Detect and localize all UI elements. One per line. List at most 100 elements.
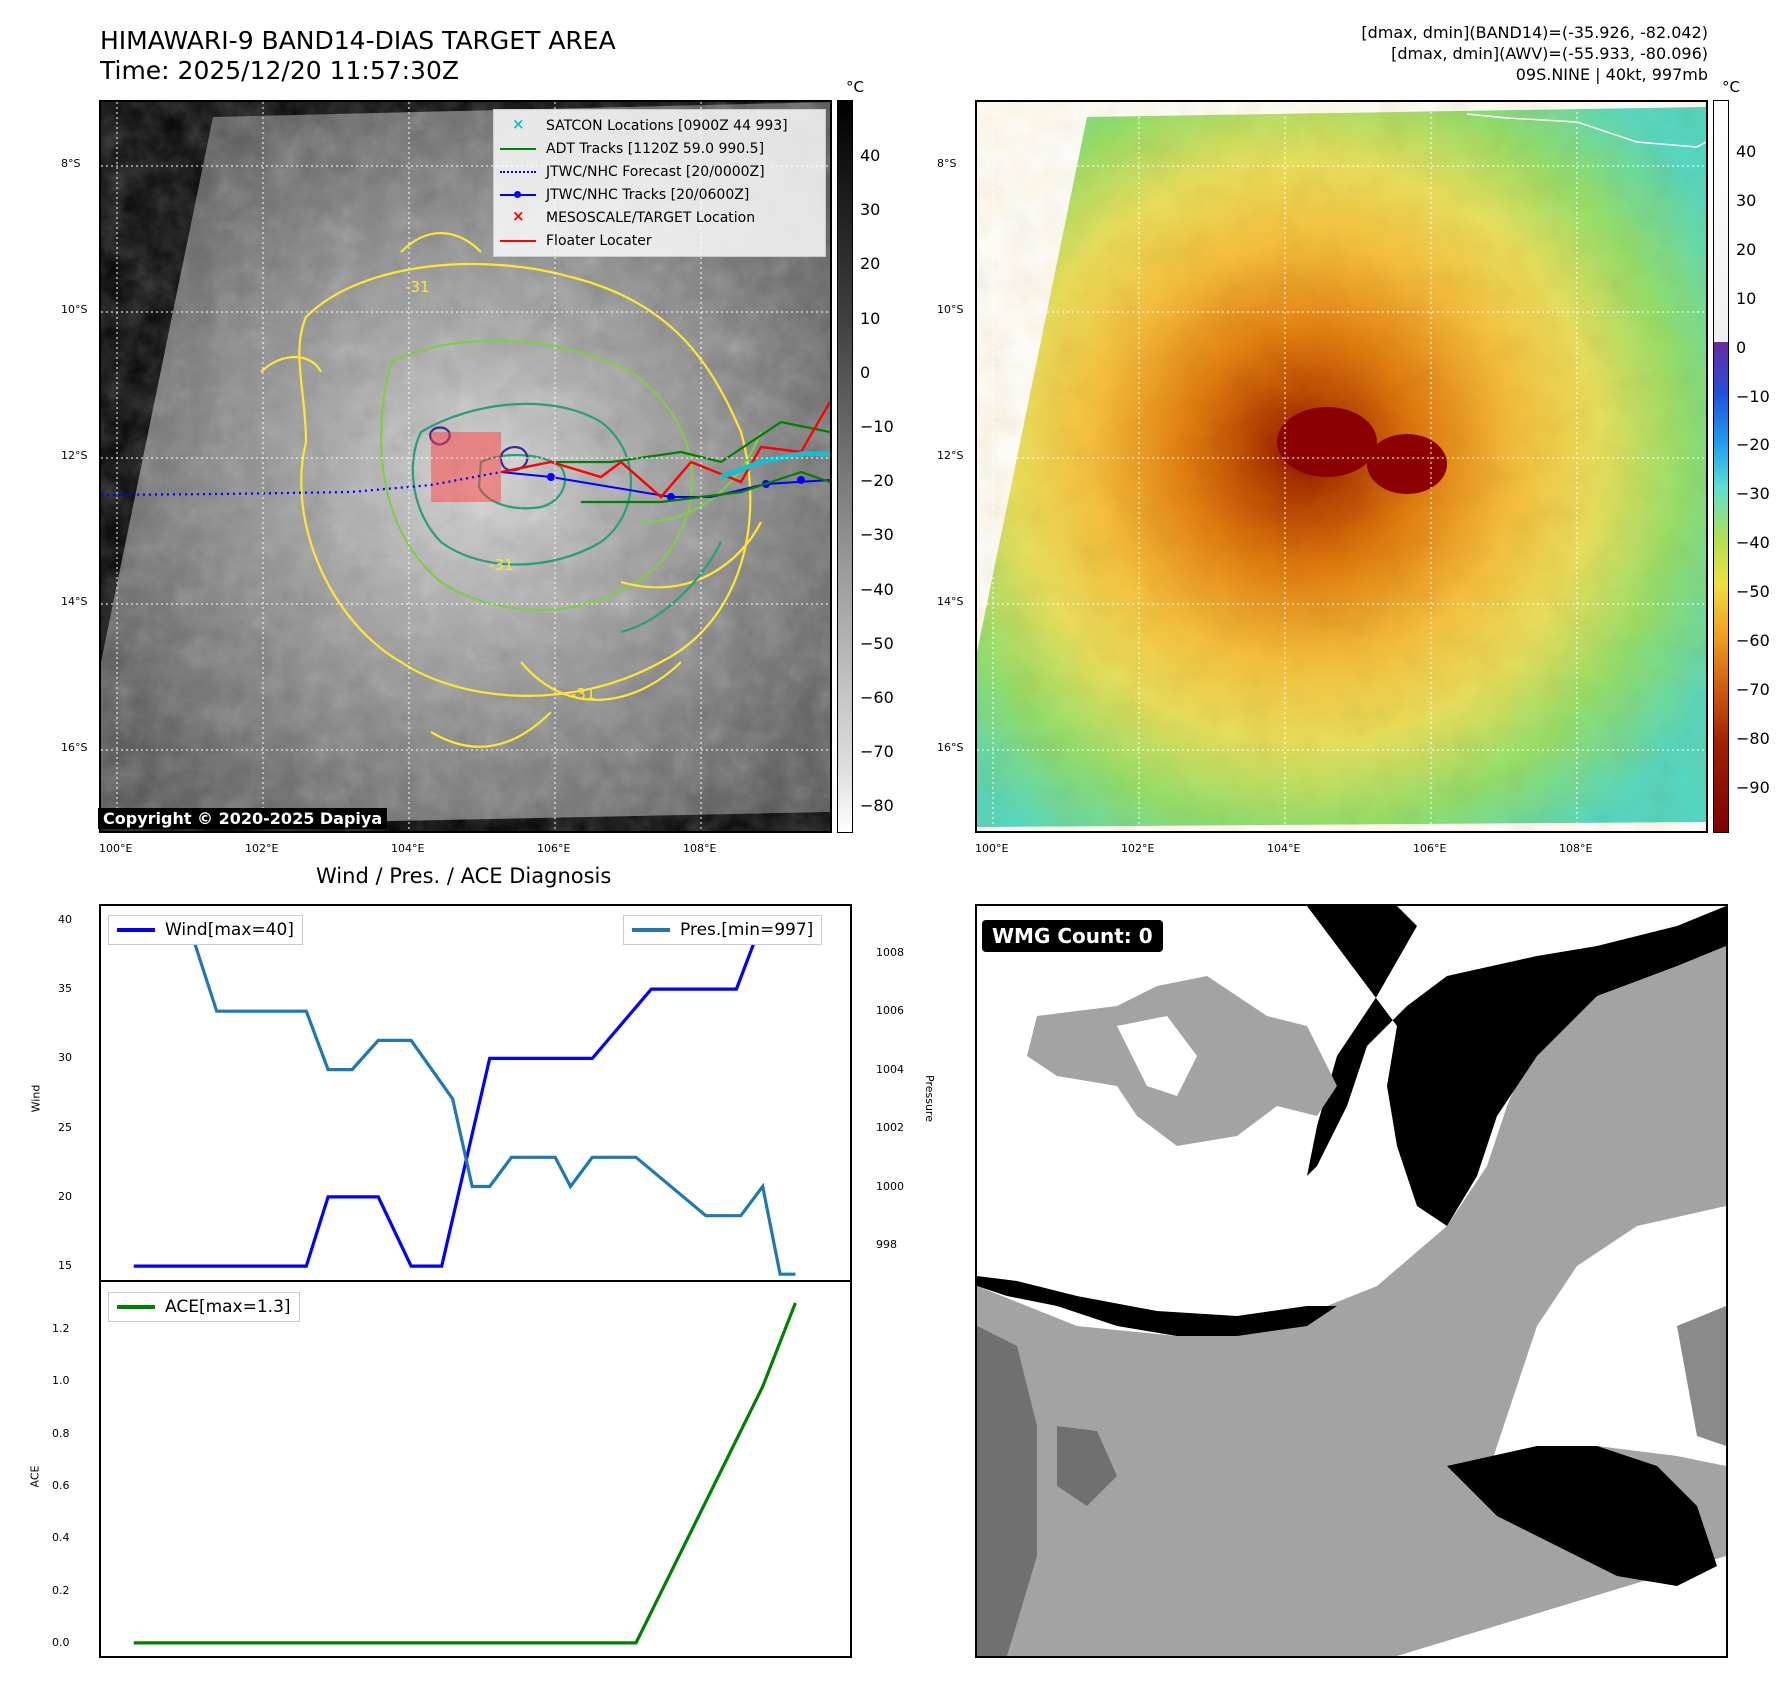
- ir-colorbar-tick: 20: [860, 254, 881, 274]
- legend-mesoscale: × MESOSCALE/TARGET Location: [500, 206, 819, 229]
- red-x-icon: ×: [512, 206, 525, 225]
- ace-legend: ACE[max=1.3]: [108, 1292, 300, 1322]
- lat-tick-label: 12°S: [61, 449, 88, 462]
- lat-tick-label: 14°S: [937, 595, 964, 608]
- coastline: [1466, 113, 1706, 148]
- ir-map-image: -31 -31 -31: [101, 102, 830, 831]
- legend-label: SATCON Locations [0900Z 44 993]: [546, 117, 788, 134]
- ir-colorbar: [837, 100, 853, 833]
- lat-tick-label: 8°S: [61, 157, 81, 170]
- pressure-tick-label: 1006: [876, 1004, 904, 1018]
- awv-colorbar-tick: −40: [1736, 533, 1770, 553]
- line-icon: [500, 234, 536, 248]
- ace-plot: [133, 1302, 797, 1645]
- ace-legend-line-icon: [117, 1305, 155, 1309]
- ace-tick-label: 0.2: [52, 1583, 70, 1597]
- lon-tick-label: 100°E: [975, 842, 1009, 855]
- pressure-tick-label: 998: [876, 1237, 897, 1251]
- pressure-axis-label: Pressure: [922, 1075, 936, 1122]
- pressure-legend-line-icon: [632, 928, 670, 932]
- line-dot-icon: [500, 188, 536, 202]
- ir-colorbar-tick: −70: [860, 742, 894, 762]
- wmg-panel: [975, 904, 1728, 1658]
- pressure-tick-label: 1004: [876, 1062, 904, 1076]
- lon-tick-label: 106°E: [1413, 842, 1447, 855]
- mesoscale-target-box: [431, 432, 501, 502]
- pressure-tick-label: 1008: [876, 945, 904, 959]
- awv-colorbar-tick: 40: [1736, 142, 1757, 161]
- line-icon: [500, 142, 536, 156]
- title-line-2: Time: 2025/12/20 11:57:30Z: [100, 56, 459, 85]
- lon-tick-label: 104°E: [1267, 842, 1301, 855]
- wmg-darkgray-left: [977, 1326, 1037, 1656]
- wind-pressure-panel: [99, 904, 852, 1282]
- lat-tick-label: 14°S: [61, 595, 88, 608]
- adt-track-2: [581, 470, 830, 504]
- lat-tick-label: 10°S: [61, 303, 88, 316]
- awv-colorbar-unit: °C: [1722, 78, 1740, 96]
- wind-tick-label: 40: [58, 912, 72, 926]
- title-line-1: HIMAWARI-9 BAND14-DIAS TARGET AREA: [100, 26, 616, 55]
- awv-colorbar-tick: −20: [1736, 435, 1770, 455]
- lon-tick-label: 100°E: [99, 842, 133, 855]
- ir-colorbar-tick: 30: [860, 200, 881, 220]
- awv-colorbar-tick: −30: [1736, 484, 1770, 504]
- contour-label-2: -31: [489, 556, 514, 574]
- lat-tick-label: 10°S: [937, 303, 964, 316]
- lon-tick-label: 102°E: [1121, 842, 1155, 855]
- awv-map-panel: [975, 100, 1708, 833]
- wind-legend: Wind[max=40]: [108, 915, 303, 945]
- legend-label: ADT Tracks [1120Z 59.0 990.5]: [546, 140, 765, 157]
- lat-tick-label: 8°S: [937, 157, 957, 170]
- legend-label: Floater Locater: [546, 232, 652, 249]
- lon-tick-label: 106°E: [537, 842, 571, 855]
- awv-map-image: [977, 102, 1706, 831]
- pressure-legend: Pres.[min=997]: [623, 915, 823, 945]
- ir-colorbar-tick: 10: [860, 308, 881, 328]
- wind-tick-label: 35: [58, 982, 72, 996]
- awv-colorbar: [1713, 100, 1729, 833]
- contour-label-3: -31: [571, 685, 596, 703]
- awv-colorbar-tick: −60: [1736, 631, 1770, 650]
- lon-tick-label: 102°E: [245, 842, 279, 855]
- awv-colorbar-tick: −80: [1736, 728, 1770, 748]
- ace-tick-label: 0.6: [52, 1479, 70, 1492]
- ir-colorbar-tick: −80: [860, 796, 894, 816]
- wmg-count-badge: WMG Count: 0: [982, 920, 1163, 952]
- awv-colorbar-tick: −70: [1736, 679, 1770, 699]
- lat-tick-label: 16°S: [937, 741, 964, 754]
- info-line-3: 09S.NINE | 40kt, 997mb: [1515, 65, 1708, 84]
- legend-adt: ADT Tracks [1120Z 59.0 990.5]: [500, 137, 819, 160]
- ir-colorbar-tick: −20: [860, 471, 894, 491]
- wmg-darkgray-right: [1677, 1306, 1726, 1446]
- lon-tick-label: 104°E: [391, 842, 425, 855]
- wind-axis-label: Wind: [29, 1084, 43, 1113]
- ir-colorbar-unit: °C: [846, 78, 864, 96]
- legend-label: JTWC/NHC Forecast [20/0000Z]: [546, 163, 765, 180]
- ir-colorbar-tick: 0: [860, 362, 871, 382]
- ace-series-line: [133, 1302, 797, 1645]
- pressure-legend-label: Pres.[min=997]: [680, 920, 814, 940]
- ace-tick-label: 0.0: [52, 1635, 70, 1649]
- diagnosis-title: Wind / Pres. / ACE Diagnosis: [316, 864, 612, 888]
- legend-jtwc-forecast: JTWC/NHC Forecast [20/0000Z]: [500, 160, 819, 183]
- figure-title: HIMAWARI-9 BAND14-DIAS TARGET AREA Time:…: [100, 26, 616, 86]
- satcon-x-icon: ×: [512, 114, 525, 133]
- ace-tick-label: 1.0: [52, 1374, 70, 1388]
- awv-colorbar-tick: 0: [1736, 337, 1747, 357]
- info-line-1: [dmax, dmin](BAND14)=(-35.926, -82.042): [1361, 23, 1708, 42]
- wmg-black-band-upper: [1277, 906, 1726, 1226]
- wind-series-line: [133, 918, 796, 1268]
- jtwc-forecast-track: [101, 470, 502, 497]
- awv-colorbar-tick: −50: [1736, 582, 1770, 602]
- awv-colorbar-tick: 30: [1736, 190, 1757, 210]
- copyright-label: Copyright © 2020-2025 Dapiya: [98, 808, 388, 829]
- pressure-tick-label: 1002: [876, 1121, 904, 1135]
- ace-tick-label: 1.2: [52, 1322, 70, 1336]
- ace-tick-label: 0.8: [52, 1426, 70, 1440]
- ir-colorbar-tick: 40: [860, 146, 881, 165]
- ir-legend: × SATCON Locations [0900Z 44 993] ADT Tr…: [493, 109, 826, 257]
- ace-tick-label: 0.4: [52, 1531, 70, 1545]
- wmg-image: [977, 906, 1726, 1656]
- floater-track: [500, 401, 830, 499]
